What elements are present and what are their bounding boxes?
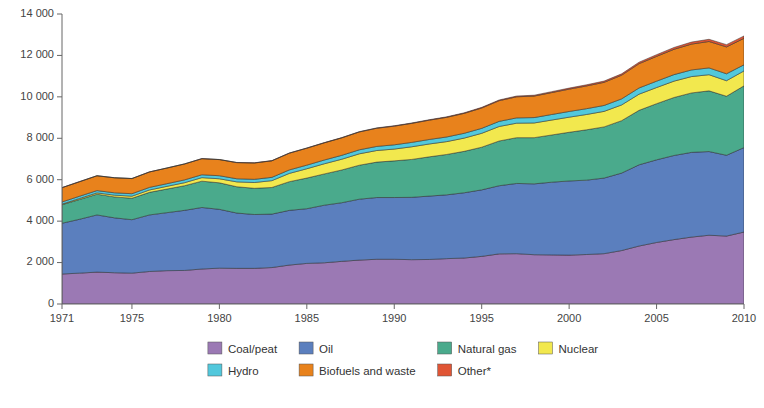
x-tick-label: 1985 <box>295 312 319 324</box>
axes: 0 2 000 4 000 6 000 8 000 10 000 12 000 14 000 1… <box>20 7 756 324</box>
legend-label: Coal/peat <box>228 343 278 355</box>
legend-swatch <box>208 364 222 376</box>
legend-label: Biofuels and waste <box>319 365 416 377</box>
x-tick-label: 1975 <box>120 312 144 324</box>
legend-item: Coal/peat <box>208 342 278 355</box>
y-tick <box>57 221 62 222</box>
x-tick-label: 2010 <box>732 312 756 324</box>
x-tick-label: 1990 <box>382 312 406 324</box>
y-tick-label: 0 <box>48 297 54 309</box>
y-tick <box>57 304 62 305</box>
y-tick <box>57 96 62 97</box>
legend-label: Nuclear <box>559 343 599 355</box>
area <box>62 38 744 202</box>
legend-label: Natural gas <box>458 343 517 355</box>
legend-swatch <box>299 364 313 376</box>
legend-item: Hydro <box>208 364 259 377</box>
y-tick-label: 10 000 <box>20 90 54 102</box>
x-tick <box>744 304 745 309</box>
x-tick <box>219 304 220 309</box>
x-tick-label: 2000 <box>557 312 581 324</box>
x-tick-label: 1971 <box>50 312 74 324</box>
legend-swatch <box>438 342 452 354</box>
legend-swatch <box>539 342 553 354</box>
legend-label: Other* <box>458 365 492 377</box>
legend-swatch <box>299 342 313 354</box>
y-tick-label: 4 000 <box>26 214 54 226</box>
legend-label: Hydro <box>228 365 259 377</box>
legend-item: Other* <box>438 364 492 377</box>
x-axis-line <box>62 304 744 305</box>
y-tick <box>57 138 62 139</box>
x-tick <box>569 304 570 309</box>
x-tick <box>656 304 657 309</box>
x-tick <box>306 304 307 309</box>
x-tick <box>394 304 395 309</box>
y-tick-label: 2 000 <box>26 255 54 267</box>
y-tick <box>57 14 62 15</box>
areas <box>62 36 744 304</box>
legend-item: Oil <box>299 342 333 355</box>
chart: 0 2 000 4 000 6 000 8 000 10 000 12 000 14 000 1… <box>0 0 764 408</box>
y-tick-label: 12 000 <box>20 48 54 60</box>
x-tick-label: 2005 <box>644 312 668 324</box>
y-axis-line <box>62 14 63 304</box>
y-tick <box>57 55 62 56</box>
legend-item: Nuclear <box>539 342 599 355</box>
x-tick <box>131 304 132 309</box>
legend-swatch <box>208 342 222 354</box>
y-tick <box>57 262 62 263</box>
y-tick-label: 14 000 <box>20 7 54 19</box>
legend: Coal/peat Oil Natural gas Nuclear Hydro Biofu… <box>208 342 598 377</box>
x-tick <box>481 304 482 309</box>
x-tick <box>62 304 63 309</box>
x-tick-label: 1995 <box>469 312 493 324</box>
legend-item: Natural gas <box>438 342 517 355</box>
x-tick-label: 1980 <box>207 312 231 324</box>
legend-item: Biofuels and waste <box>299 364 416 377</box>
y-tick-label: 8 000 <box>26 131 54 143</box>
legend-label: Oil <box>319 343 333 355</box>
y-tick <box>57 179 62 180</box>
y-tick-label: 6 000 <box>26 173 54 185</box>
area <box>62 36 744 188</box>
legend-swatch <box>438 364 452 376</box>
